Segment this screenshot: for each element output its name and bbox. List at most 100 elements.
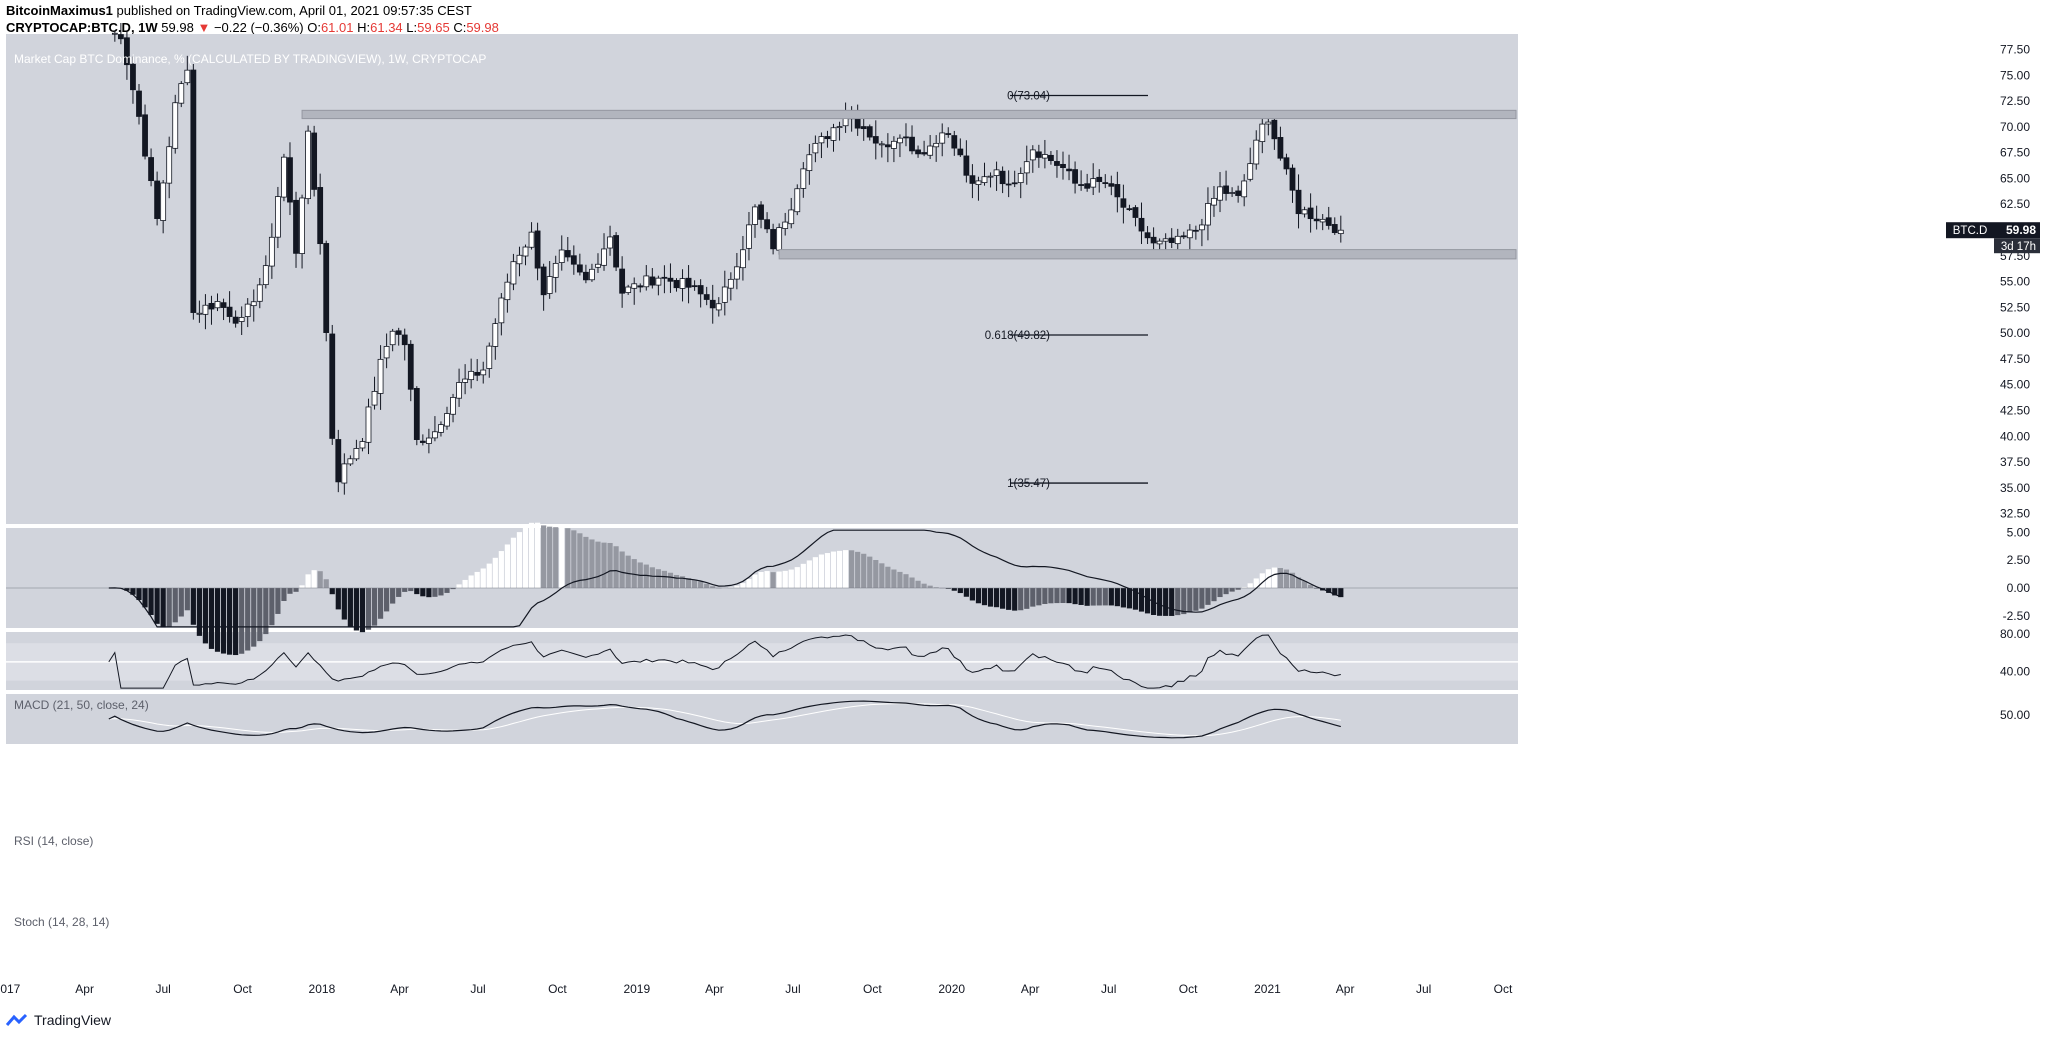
macd-bar: [812, 557, 818, 588]
candle-body: [824, 136, 831, 140]
candle-body: [1144, 232, 1151, 239]
macd-bar: [824, 553, 831, 588]
publish-date: published on TradingView.com, April 01, …: [116, 3, 472, 18]
candle-body: [438, 424, 444, 433]
candle-body: [546, 276, 553, 294]
candle-body: [1060, 163, 1066, 169]
candle-body: [903, 136, 909, 139]
macd-bar: [1144, 588, 1151, 614]
macd-bar: [1338, 588, 1344, 598]
macd-bar: [335, 588, 341, 610]
macd-bar: [1169, 588, 1175, 616]
candle-body: [540, 266, 547, 296]
macd-bar: [987, 588, 994, 607]
fib-label-0: 0(73.04): [1007, 90, 1050, 102]
candle-body: [534, 230, 541, 269]
macd-bar: [679, 576, 686, 588]
candle-body: [474, 371, 481, 376]
price-tick: 50.00: [2000, 326, 2030, 340]
macd-bar: [516, 532, 523, 588]
x-tick: Jul: [155, 982, 170, 996]
candle-body: [401, 334, 408, 346]
candle-body: [1035, 151, 1042, 158]
macd-bar: [371, 588, 378, 626]
macd-bar: [1138, 588, 1145, 612]
macd-bar: [746, 579, 752, 588]
macd-bar: [698, 581, 704, 588]
candle-body: [721, 286, 728, 303]
last-price-box: [1994, 222, 2040, 239]
fib-label-1: 0.618(49.82): [985, 330, 1050, 342]
candle-body: [244, 303, 251, 317]
candle-body: [987, 175, 994, 178]
macd-bar: [655, 569, 661, 588]
macd-bar: [1054, 588, 1060, 604]
macd-tick: 2.50: [2007, 553, 2031, 567]
macd-bar: [818, 554, 825, 588]
macd-bar: [661, 570, 668, 588]
tradingview-footer[interactable]: TradingView: [6, 1012, 111, 1028]
macd-bar: [1326, 588, 1332, 593]
macd-bar: [963, 588, 969, 597]
candle-body: [287, 157, 293, 203]
macd-bar: [583, 536, 589, 588]
macd-bar: [492, 557, 498, 588]
low-value: 59.65: [417, 20, 450, 35]
candle-body: [733, 266, 740, 280]
tradingview-brand: TradingView: [34, 1012, 112, 1028]
macd-bar: [1048, 588, 1054, 604]
macd-bar: [577, 533, 583, 588]
candle-body: [456, 382, 462, 399]
candle-body: [1084, 183, 1091, 189]
candle-body: [329, 333, 336, 439]
candle-body: [1090, 178, 1097, 188]
macd-bar: [704, 583, 710, 588]
candle-body: [293, 199, 299, 254]
candle-body: [389, 330, 396, 346]
down-arrow-icon: ▼: [197, 20, 211, 35]
macd-bar: [1078, 588, 1084, 605]
candle-body: [939, 132, 946, 144]
candle-body: [655, 277, 662, 286]
candle-body: [1066, 168, 1072, 172]
candle-body: [1150, 236, 1157, 244]
candle-body: [764, 219, 770, 230]
macd-bar: [124, 588, 130, 591]
macd-bar: [1217, 588, 1223, 598]
macd-bar: [522, 527, 529, 588]
macd-bar: [1000, 588, 1006, 609]
macd-bar: [909, 577, 915, 588]
macd-bar: [1253, 578, 1259, 588]
macd-bar: [359, 588, 366, 633]
macd-bar: [1271, 567, 1277, 588]
author-name[interactable]: BitcoinMaximus1: [6, 3, 113, 18]
macd-bar: [1024, 588, 1030, 609]
macd-bar: [130, 588, 136, 595]
price-tick: 70.00: [2000, 120, 2030, 134]
price-candles: [111, 22, 1344, 495]
rsi-title: RSI (14, close): [14, 834, 93, 848]
candle-body: [673, 280, 680, 289]
candle-body: [528, 231, 535, 248]
macd-bar: [565, 528, 571, 588]
candle-body: [299, 197, 305, 254]
chart-area[interactable]: 0(73.04) 0.618(49.82) 1(35.47) Market Cap B…: [0, 0, 2052, 1010]
candle-body: [111, 32, 118, 35]
candle-body: [601, 248, 607, 266]
price-tick: 37.50: [2000, 455, 2030, 469]
macd-bar: [281, 588, 287, 601]
macd-bar: [480, 568, 486, 588]
candle-body: [220, 302, 227, 308]
candle-body: [1313, 218, 1320, 222]
candle-body: [1102, 182, 1109, 184]
macd-bar: [528, 522, 535, 588]
macd-bar: [172, 588, 178, 623]
macd-bar: [396, 588, 402, 597]
candle-body: [510, 261, 517, 285]
last-price: 59.98: [161, 20, 194, 35]
candle-body: [806, 154, 813, 172]
macd-bar: [462, 579, 468, 588]
macd-bar: [806, 560, 812, 588]
candle-body: [1017, 173, 1024, 184]
candle-body: [142, 114, 148, 157]
